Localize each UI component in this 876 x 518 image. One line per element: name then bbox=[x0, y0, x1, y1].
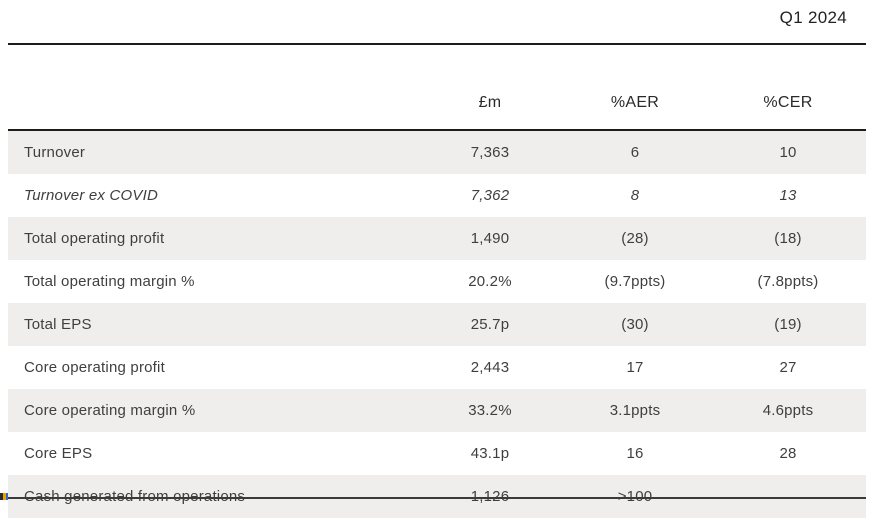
cell-gbp-m: 20.2% bbox=[468, 273, 512, 290]
column-header-aer: %AER bbox=[560, 45, 710, 131]
row-label: Core operating margin % bbox=[24, 402, 196, 419]
top-divider bbox=[8, 43, 866, 45]
cell-aer: 6 bbox=[630, 144, 640, 161]
cell-aer: (28) bbox=[621, 230, 649, 247]
table-row: Core operating margin % 33.2% 3.1ppts 4.… bbox=[8, 389, 866, 432]
table-row: Core EPS 43.1p 16 28 bbox=[8, 432, 866, 475]
row-label: Core operating profit bbox=[24, 359, 165, 376]
table-row: Total operating profit 1,490 (28) (18) bbox=[8, 217, 866, 260]
row-label: Total operating margin % bbox=[24, 273, 195, 290]
cell-aer: 8 bbox=[630, 187, 640, 204]
table-row: Core operating profit 2,443 17 27 bbox=[8, 346, 866, 389]
column-header-gbp-m: £m bbox=[420, 45, 560, 131]
column-header-cer: %CER bbox=[710, 45, 866, 131]
table-row: Total EPS 25.7p (30) (19) bbox=[8, 303, 866, 346]
table-header-row: £m %AER %CER bbox=[8, 45, 866, 131]
cell-gbp-m: 7,362 bbox=[470, 187, 510, 204]
row-label: Total EPS bbox=[24, 316, 92, 333]
row-label: Turnover bbox=[24, 144, 86, 161]
row-label: Total operating profit bbox=[24, 230, 165, 247]
cell-gbp-m: 7,363 bbox=[470, 144, 510, 161]
table-row: Total operating margin % 20.2% (9.7ppts)… bbox=[8, 260, 866, 303]
cell-aer: (9.7ppts) bbox=[604, 273, 666, 290]
cell-cer: 13 bbox=[779, 187, 797, 204]
table-row: Turnover ex COVID 7,362 8 13 bbox=[8, 174, 866, 217]
cell-gbp-m: 25.7p bbox=[470, 316, 510, 333]
cell-gbp-m: 43.1p bbox=[470, 445, 510, 462]
column-header-blank bbox=[8, 45, 420, 131]
cell-cer: (7.8ppts) bbox=[757, 273, 819, 290]
cell-cer: 28 bbox=[779, 445, 797, 462]
cell-aer: 16 bbox=[626, 445, 644, 462]
cell-aer: 17 bbox=[626, 359, 644, 376]
cell-aer: 3.1ppts bbox=[609, 402, 661, 419]
cell-cer: 10 bbox=[779, 144, 797, 161]
cell-cer: 27 bbox=[779, 359, 797, 376]
cell-gbp-m: 1,490 bbox=[470, 230, 510, 247]
cell-cer: (18) bbox=[774, 230, 802, 247]
cell-aer: (30) bbox=[621, 316, 649, 333]
row-label: Core EPS bbox=[24, 445, 93, 462]
cell-gbp-m: 33.2% bbox=[468, 402, 512, 419]
screenshot-artifact bbox=[0, 493, 8, 500]
row-label: Turnover ex COVID bbox=[24, 187, 158, 204]
financial-results-table: £m %AER %CER Turnover 7,363 6 10 Turnove… bbox=[8, 45, 866, 518]
period-label: Q1 2024 bbox=[779, 8, 847, 27]
cell-cer: (19) bbox=[774, 316, 802, 333]
table-row: Turnover 7,363 6 10 bbox=[8, 130, 866, 174]
bottom-divider bbox=[8, 497, 866, 499]
cell-gbp-m: 2,443 bbox=[470, 359, 510, 376]
cell-cer: 4.6ppts bbox=[762, 402, 814, 419]
